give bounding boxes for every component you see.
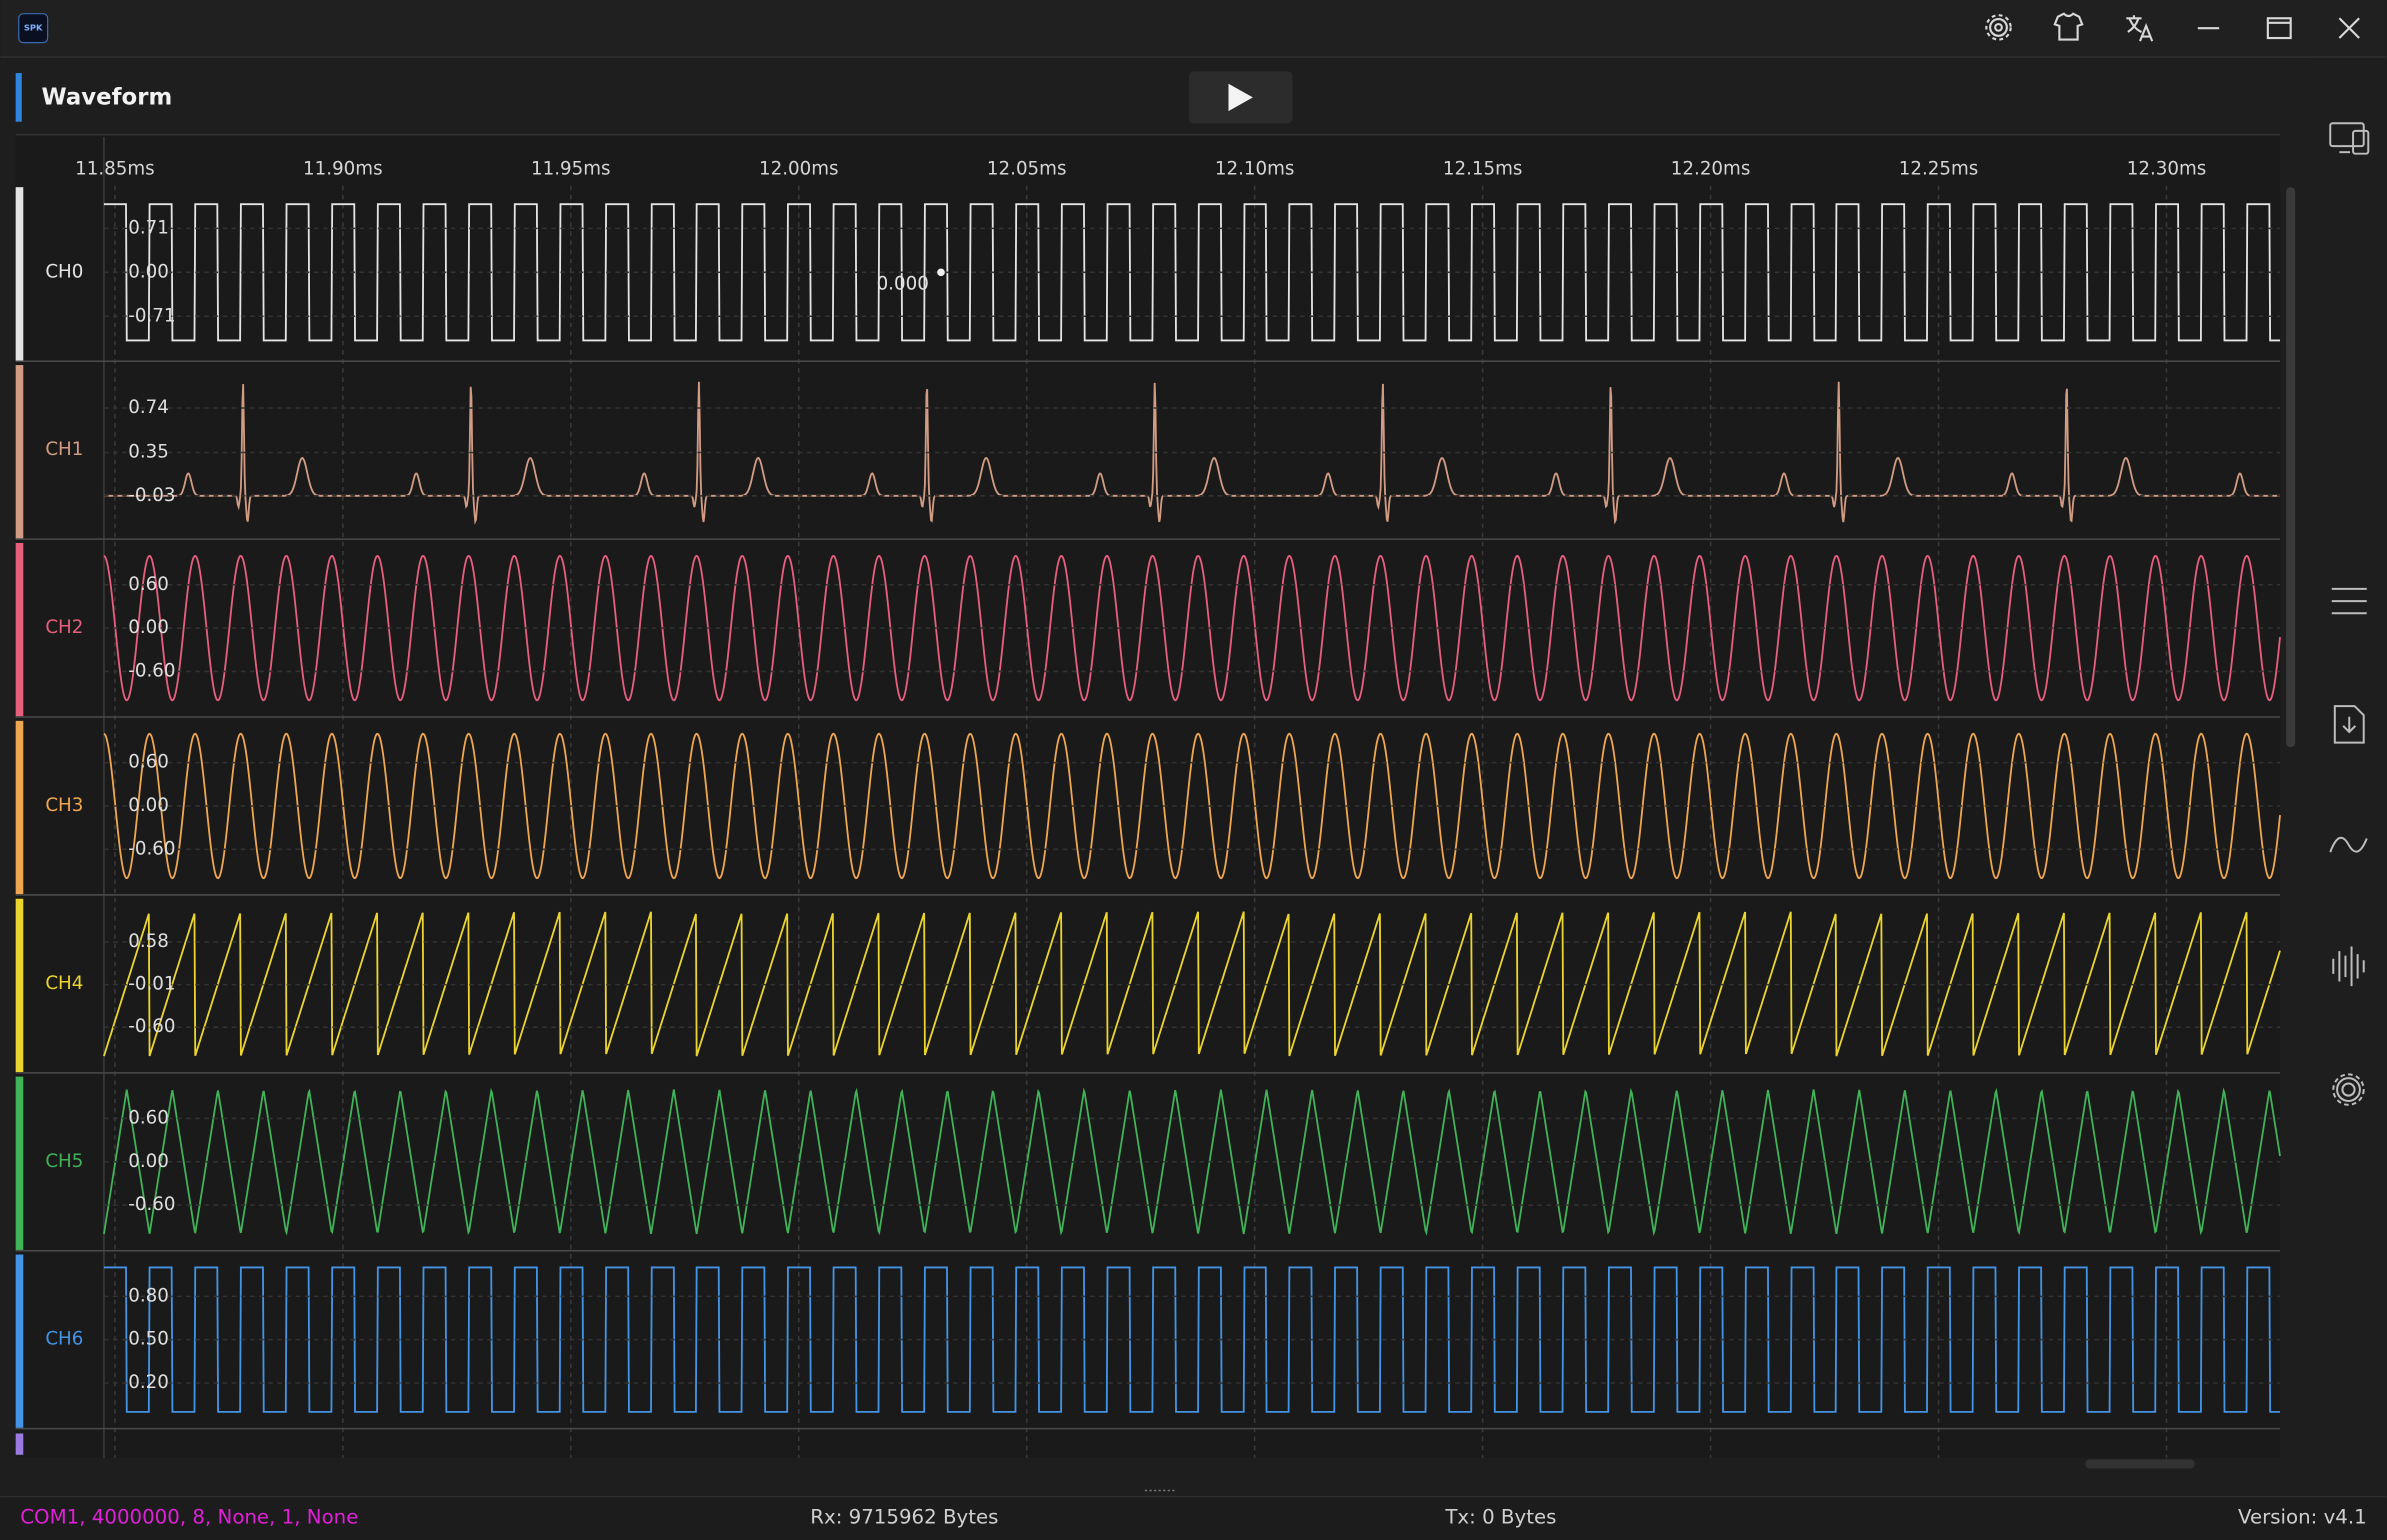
spectrum-button[interactable]: [2332, 946, 2365, 987]
rx-status: Rx: 9715962 Bytes: [810, 1505, 998, 1528]
x-tick-label: 12.25ms: [1899, 159, 1979, 180]
y-tick-label: 0.80: [128, 1285, 169, 1306]
y-tick-label: 0.71: [128, 217, 169, 238]
channel-label: CH4: [45, 973, 83, 994]
y-tick-label: 0.60: [128, 752, 169, 773]
ch7-color-bar: [15, 1433, 24, 1455]
x-tick-label: 11.90ms: [303, 159, 383, 180]
x-tick-label: 11.85ms: [75, 159, 155, 180]
settings-button[interactable]: [1985, 14, 2012, 41]
waveform-trace: [103, 1087, 2281, 1237]
waveform-trace: [103, 554, 2281, 702]
y-tick-label: -0.03: [128, 485, 175, 506]
theme-button[interactable]: [2053, 12, 2084, 41]
channel-color-bar: [15, 1076, 24, 1250]
close-button[interactable]: [2338, 17, 2360, 39]
x-tick-label: 12.20ms: [1671, 159, 1751, 180]
header-accent: [15, 73, 22, 122]
sidebar: [2313, 57, 2387, 1496]
waveform-chart: 11.85ms 11.90ms 11.95ms 12.00ms 12.05ms 12.10…: [15, 136, 2281, 1458]
channel-label: CH0: [45, 261, 83, 282]
y-tick-label: 0.58: [128, 931, 169, 952]
channel-color-bar: [15, 898, 24, 1073]
channel-color-bar: [15, 365, 24, 539]
y-tick-label: 0.35: [128, 441, 169, 462]
cursor-point: [937, 268, 945, 277]
language-button[interactable]: [2126, 15, 2154, 42]
y-tick-label: 0.00: [128, 261, 169, 282]
x-tick-label: 12.10ms: [1215, 159, 1295, 180]
title-bar: [0, 0, 2387, 57]
y-tick-label: -0.60: [128, 1194, 175, 1215]
app-logo-text: SPK: [24, 23, 43, 33]
export-button[interactable]: [2333, 705, 2365, 744]
x-tick-label: 12.05ms: [987, 159, 1067, 180]
y-tick-label: 0.00: [128, 617, 169, 638]
channel-label: CH6: [45, 1329, 83, 1350]
channel-label: CH2: [45, 617, 83, 638]
waveform-trace: [103, 203, 2281, 342]
y-tick-label: 0.60: [128, 1107, 169, 1128]
x-tick-label: 11.95ms: [531, 159, 611, 180]
play-button[interactable]: [1188, 71, 1293, 124]
y-tick-label: 0.00: [128, 1151, 169, 1172]
channel-color-bar: [15, 1254, 24, 1428]
channel-label: CH5: [45, 1151, 83, 1172]
waveform-trace: [103, 911, 2281, 1057]
channel-color-bar: [15, 720, 24, 895]
y-tick-label: 0.00: [128, 795, 169, 816]
version-status: Version: v4.1: [2238, 1505, 2367, 1528]
cursor-label: 0.000: [877, 273, 929, 294]
y-tick-label: -0.01: [128, 974, 175, 995]
y-tick-label: 0.20: [128, 1372, 169, 1393]
y-tick-label: -0.60: [128, 660, 175, 681]
vertical-scrollbar[interactable]: [2286, 187, 2296, 748]
waveform-button[interactable]: [2329, 836, 2368, 853]
app-logo: [18, 13, 49, 44]
maximize-button[interactable]: [2266, 17, 2292, 40]
x-tick-label: 12.30ms: [2127, 159, 2207, 180]
y-tick-label: 0.74: [128, 397, 169, 418]
channel-color-bar: [15, 542, 24, 717]
y-tick-label: 0.60: [128, 574, 169, 595]
y-tick-label: -0.71: [128, 305, 175, 326]
x-tick-label: 12.00ms: [759, 159, 839, 180]
y-tick-label: -0.60: [128, 838, 175, 859]
device-button[interactable]: [2329, 122, 2370, 155]
horizontal-scrollbar[interactable]: [2085, 1459, 2195, 1469]
y-tick-label: 0.50: [128, 1329, 169, 1350]
sidebar-settings-button[interactable]: [2332, 1073, 2365, 1106]
x-tick-label: 12.15ms: [1443, 159, 1523, 180]
channel-color-bar: [15, 187, 24, 361]
header-title: Waveform: [42, 85, 173, 111]
channel-label: CH3: [45, 795, 83, 816]
waveform-trace: [103, 1266, 2281, 1413]
y-tick-label: -0.60: [128, 1016, 175, 1037]
chart-area: [15, 133, 2281, 1458]
port-status: COM1, 4000000, 8, None, 1, None: [20, 1505, 358, 1528]
channel-label: CH1: [45, 439, 83, 460]
waveform-trace: [103, 732, 2281, 880]
status-bar: [0, 1495, 2387, 1540]
tx-status: Tx: 0 Bytes: [1444, 1505, 1556, 1528]
menu-button[interactable]: [2331, 587, 2367, 615]
